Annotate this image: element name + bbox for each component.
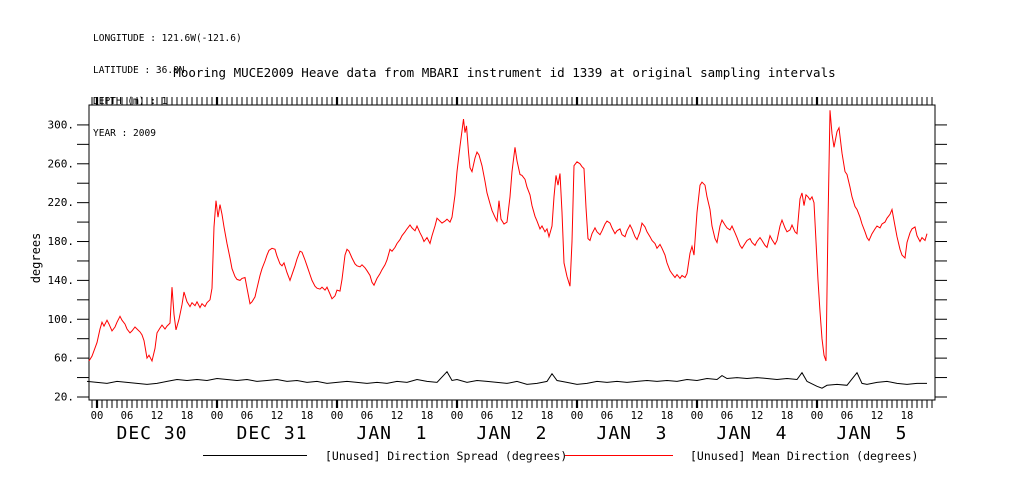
y-tick-label: 60. — [54, 352, 74, 365]
x-tick-label: 18 — [181, 410, 194, 422]
series-line-direction-spread — [86, 370, 927, 389]
x-tick-label: 00 — [91, 410, 104, 422]
y-tick-label: 180. — [48, 235, 75, 248]
x-tick-label: 18 — [901, 410, 914, 422]
x-tick-label: 00 — [571, 410, 584, 422]
day-label: DEC 31 — [236, 423, 307, 444]
y-tick-label: 300. — [48, 118, 75, 131]
y-tick-label: 100. — [48, 313, 75, 326]
x-tick-label: 12 — [631, 410, 644, 422]
y-tick-label: 260. — [48, 157, 75, 170]
x-tick-label: 06 — [241, 410, 254, 422]
x-tick-label: 06 — [481, 410, 494, 422]
chart-title: Mooring MUCE2009 Heave data from MBARI i… — [173, 65, 836, 80]
x-tick-label: 12 — [751, 410, 764, 422]
day-label: JAN 4 — [716, 423, 787, 444]
x-tick-label: 06 — [841, 410, 854, 422]
metadata-year: YEAR : 2009 — [93, 127, 156, 139]
day-label: DEC 30 — [116, 423, 187, 444]
x-tick-label: 00 — [691, 410, 704, 422]
y-tick-label: 20. — [54, 390, 74, 403]
x-tick-label: 12 — [511, 410, 524, 422]
x-tick-label: 12 — [391, 410, 404, 422]
legend-line-mean-direction — [565, 455, 673, 456]
x-day-labels: DEC 30 DEC 31 JAN 1 JAN 2 JAN 3 JAN 4 JAN 5 — [116, 423, 907, 444]
day-label: JAN 1 — [356, 423, 427, 444]
x-tick-label: 00 — [451, 410, 464, 422]
x-tick-label: 06 — [601, 410, 614, 422]
series-line-mean-direction — [88, 110, 928, 363]
x-tick-label: 18 — [421, 410, 434, 422]
x-tick-label: 00 — [331, 410, 344, 422]
x-tick-label: 06 — [361, 410, 374, 422]
x-tick-label: 18 — [541, 410, 554, 422]
day-label: JAN 5 — [836, 423, 907, 444]
day-label: JAN 2 — [476, 423, 547, 444]
x-tick-label: 06 — [121, 410, 134, 422]
y-tick-label: 140. — [48, 274, 75, 287]
legend-label-mean-direction: [Unused] Mean Direction (degrees) — [690, 449, 919, 463]
x-tick-label: 12 — [271, 410, 284, 422]
x-axis-ticks: 00 06 12 18 00 06 12 18 00 06 12 18 00 06 12 18 00 06 12 18… — [91, 97, 933, 422]
metadata-longitude: LONGITUDE : 121.6W(-121.6) — [93, 33, 242, 44]
x-tick-label: 12 — [151, 410, 164, 422]
x-tick-label: 18 — [781, 410, 794, 422]
x-tick-label: 00 — [211, 410, 224, 422]
x-tick-label: 06 — [721, 410, 734, 422]
x-tick-label: 18 — [661, 410, 674, 422]
x-tick-label: 00 — [811, 410, 824, 422]
metadata-latitude: LATITUDE : 36.8N — [93, 64, 185, 76]
legend-line-direction-spread — [203, 455, 307, 456]
x-tick-label: 18 — [301, 410, 314, 422]
y-axis-ticks: 20. 60. 100. 140. 180. 220. 260. 300. — [48, 118, 947, 403]
day-label: JAN 3 — [596, 423, 667, 444]
plot-frame — [88, 104, 936, 401]
legend-label-direction-spread: [Unused] Direction Spread (degrees) — [325, 449, 568, 463]
x-tick-label: 12 — [871, 410, 884, 422]
y-tick-label: 220. — [48, 196, 75, 209]
